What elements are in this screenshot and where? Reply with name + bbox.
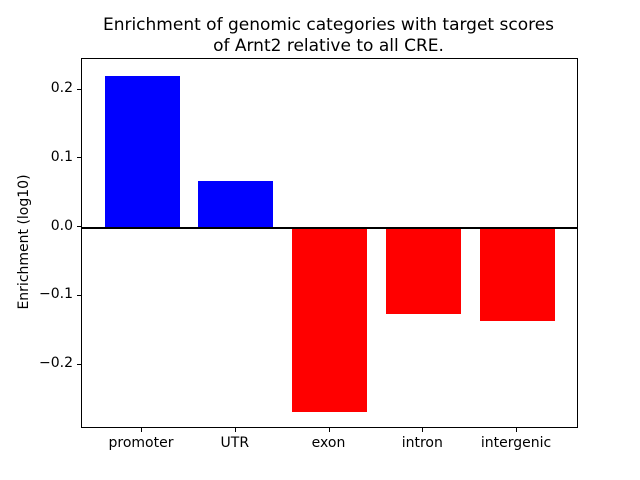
bar-intergenic — [479, 227, 555, 321]
y-tick-mark — [77, 294, 81, 296]
y-tick-mark — [77, 157, 81, 159]
x-tick-mark — [234, 428, 236, 432]
x-tick-label: intron — [401, 435, 443, 451]
y-tick-label: 0.0 — [50, 217, 73, 234]
bar-promoter — [104, 76, 180, 228]
x-tick-mark — [328, 428, 330, 432]
y-tick-label: 0.2 — [50, 80, 73, 96]
x-tick-label: promoter — [108, 435, 174, 451]
x-tick-label: exon — [311, 435, 346, 451]
y-tick-label: 0.1 — [50, 148, 73, 165]
bar-intron — [385, 227, 461, 315]
zero-line — [82, 226, 577, 229]
x-tick-mark — [516, 428, 517, 432]
y-tick-label: −0.1 — [39, 286, 73, 303]
chart-title: Enrichment of genomic categories with ta… — [102, 15, 555, 57]
x-tick-mark — [422, 428, 424, 432]
y-tick-mark — [77, 363, 81, 365]
y-tick-label: −0.2 — [39, 355, 73, 372]
bar-exon — [292, 227, 367, 412]
x-tick-label: intergenic — [480, 435, 552, 451]
plot-area — [81, 58, 578, 428]
x-tick-label: UTR — [220, 435, 250, 451]
x-tick-mark — [141, 428, 142, 432]
y-tick-mark — [77, 226, 81, 227]
bar-UTR — [198, 181, 274, 228]
y-tick-mark — [77, 88, 81, 90]
